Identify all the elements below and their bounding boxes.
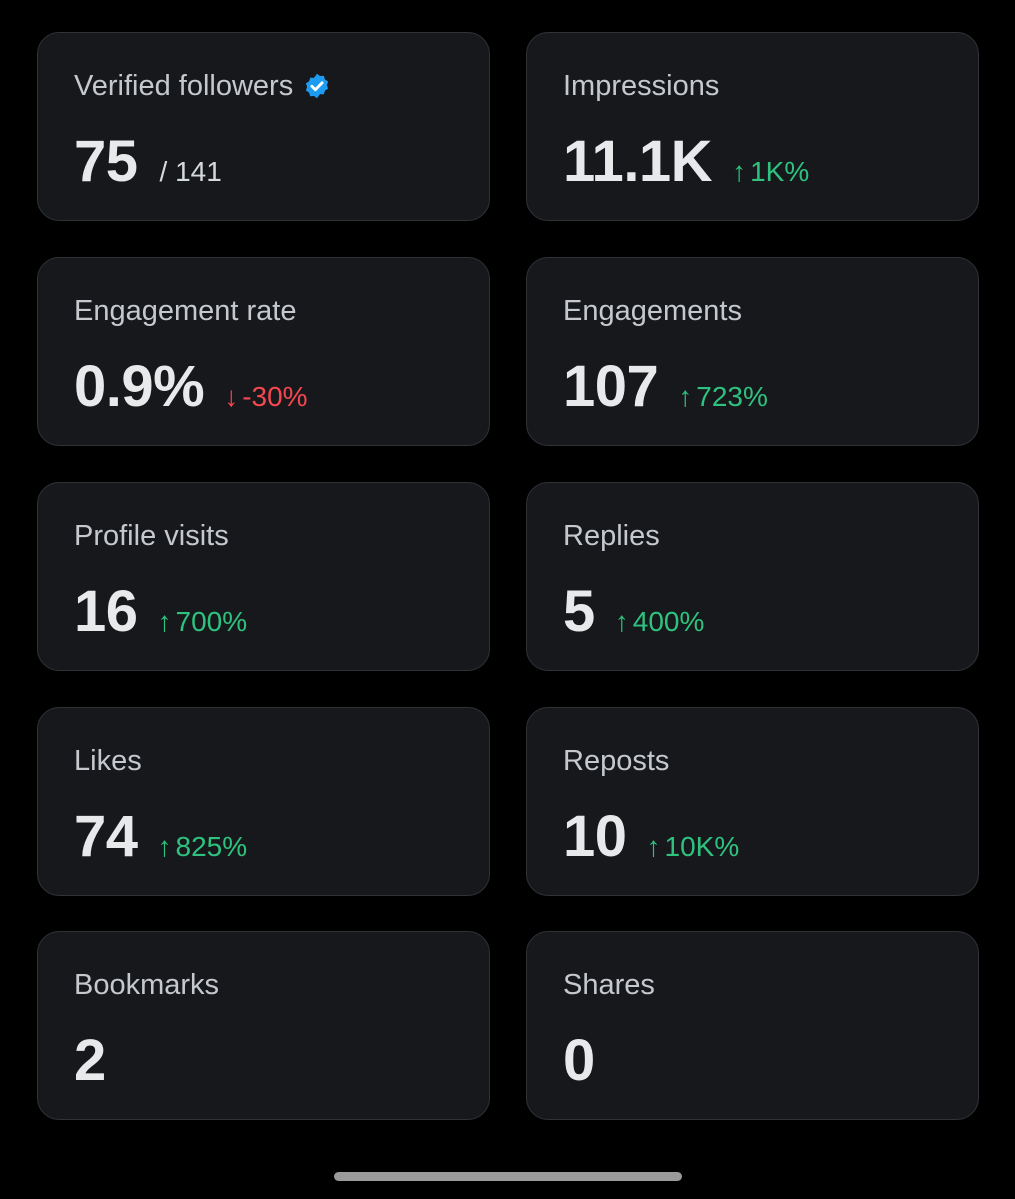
- metric-label: Bookmarks: [74, 969, 220, 1001]
- metric-value: 75: [74, 129, 138, 194]
- metric-change: ↑ 10K%: [647, 831, 740, 863]
- arrow-up-icon: ↑: [614, 606, 629, 637]
- metric-change: ↑ 825%: [158, 831, 248, 863]
- metric-label: Impressions: [563, 70, 720, 102]
- metric-value: 74: [74, 804, 138, 869]
- metric-card-profile-visits[interactable]: Profile visits 16 ↑ 700%: [37, 482, 490, 671]
- arrow-up-icon: ↑: [157, 831, 172, 862]
- verified-badge-icon: [303, 72, 331, 100]
- metric-change: ↑ 700%: [158, 606, 248, 638]
- metric-value: 0.9%: [74, 354, 205, 419]
- metric-value: 11.1K: [563, 129, 713, 194]
- metric-change-value: 723%: [696, 381, 768, 412]
- metric-card-engagements[interactable]: Engagements 107 ↑ 723%: [526, 257, 979, 446]
- metric-label: Reposts: [563, 745, 670, 777]
- metric-card-verified-followers[interactable]: Verified followers 75 / 141: [37, 32, 490, 221]
- metric-change-value: 10K%: [664, 831, 740, 862]
- metric-card-likes[interactable]: Likes 74 ↑ 825%: [37, 707, 490, 896]
- metric-value: 16: [74, 579, 138, 644]
- metric-label: Engagement rate: [74, 295, 297, 327]
- metric-value: 0: [563, 1028, 595, 1093]
- arrow-up-icon: ↑: [157, 606, 172, 637]
- metric-change-value: 1K%: [750, 156, 810, 187]
- metric-change: ↑ 400%: [615, 606, 705, 638]
- arrow-up-icon: ↑: [732, 156, 747, 187]
- metric-change: ↑ 723%: [678, 381, 768, 413]
- metric-card-bookmarks[interactable]: Bookmarks 2: [37, 931, 490, 1120]
- metric-total: / 141: [159, 156, 222, 187]
- metric-card-replies[interactable]: Replies 5 ↑ 400%: [526, 482, 979, 671]
- arrow-up-icon: ↑: [646, 831, 661, 862]
- metric-label: Shares: [563, 969, 655, 1001]
- metric-label: Verified followers: [74, 70, 294, 102]
- metric-change-value: 700%: [175, 606, 248, 637]
- metric-value: 5: [563, 579, 595, 644]
- metric-label: Profile visits: [74, 520, 229, 552]
- metric-label: Replies: [563, 520, 660, 552]
- metric-change-value: 400%: [632, 606, 705, 637]
- metric-card-engagement-rate[interactable]: Engagement rate 0.9% ↓ -30%: [37, 257, 490, 446]
- metric-value: 107: [563, 354, 659, 419]
- metric-value: 10: [563, 804, 627, 869]
- metric-change-value: -30%: [242, 381, 308, 412]
- metric-label: Engagements: [563, 295, 742, 327]
- arrow-down-icon: ↓: [224, 381, 239, 412]
- arrow-up-icon: ↑: [678, 381, 693, 412]
- metric-card-reposts[interactable]: Reposts 10 ↑ 10K%: [526, 707, 979, 896]
- metric-change: ↑ 1K%: [732, 156, 809, 188]
- metric-change: ↓ -30%: [224, 381, 307, 413]
- metric-label: Likes: [74, 745, 142, 777]
- metric-card-shares[interactable]: Shares 0: [526, 931, 979, 1120]
- metric-change-value: 825%: [175, 831, 248, 862]
- metric-card-impressions[interactable]: Impressions 11.1K ↑ 1K%: [526, 32, 979, 221]
- home-indicator[interactable]: [334, 1172, 682, 1181]
- metric-value: 2: [74, 1028, 106, 1093]
